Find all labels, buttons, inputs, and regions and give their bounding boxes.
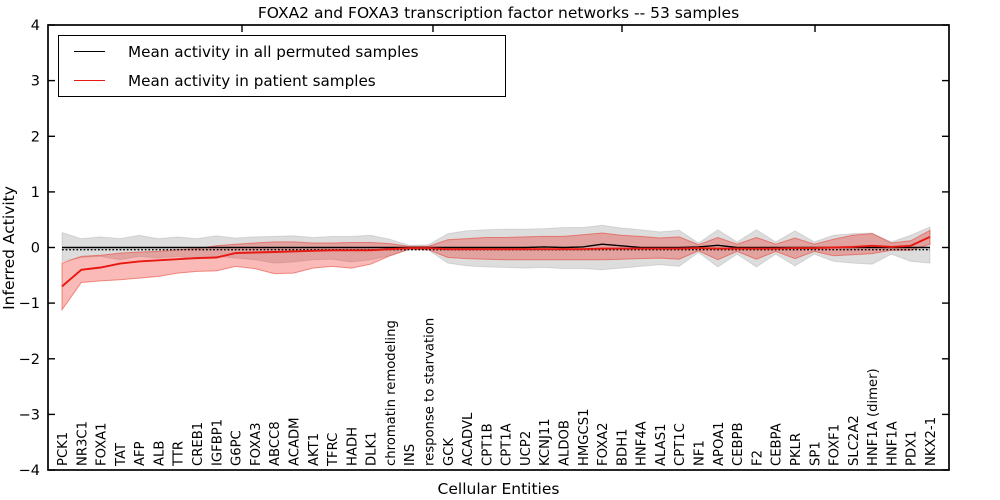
x-category-label: G6PC — [230, 430, 245, 466]
x-category-label: NF1 — [693, 440, 708, 466]
x-category-label: TAT — [114, 442, 129, 467]
chart-title: FOXA2 and FOXA3 transcription factor net… — [257, 4, 740, 22]
x-category-label: HMGCS1 — [577, 409, 592, 466]
x-category-label: CPT1C — [673, 423, 688, 466]
x-category-label: HADH — [345, 427, 360, 466]
patient-mean-line — [61, 236, 931, 288]
x-category-label: ALDOB — [558, 420, 573, 466]
x-category-label: PDX1 — [905, 430, 920, 466]
x-category-label: AKT1 — [307, 433, 322, 466]
x-category-label: CPT1A — [500, 423, 515, 466]
x-category-label: NKX2-1 — [924, 417, 939, 466]
legend-item-patient: Mean activity in patient samples — [59, 66, 505, 95]
x-category-label: GCK — [442, 438, 457, 466]
x-category-label: ALAS1 — [654, 424, 669, 466]
x-category-label: ABCC8 — [268, 421, 283, 466]
legend-label: Mean activity in patient samples — [128, 71, 376, 90]
legend-label: Mean activity in all permuted samples — [128, 42, 419, 61]
x-category-label: FOXA3 — [249, 422, 264, 466]
y-tick-label: 1 — [31, 185, 40, 201]
x-category-label: CREB1 — [191, 422, 206, 466]
x-category-label: NR3C1 — [75, 421, 90, 466]
x-axis-label: Cellular Entities — [437, 480, 560, 498]
permuted-line-sample-icon — [74, 51, 105, 52]
x-category-label: FOXF1 — [828, 424, 843, 466]
x-category-label: DLK1 — [365, 431, 380, 466]
x-category-label: TFRC — [326, 433, 341, 467]
patient-line-sample-icon — [74, 80, 105, 81]
y-tick-label: 0 — [31, 241, 40, 257]
x-category-label: TTR — [172, 441, 187, 467]
x-category-label: IGFBP1 — [210, 419, 225, 466]
y-tick-label: 4 — [31, 18, 40, 34]
y-tick-label: −4 — [19, 463, 40, 479]
y-tick-label: −3 — [19, 407, 40, 423]
y-tick-label: 2 — [31, 129, 40, 145]
x-category-label: HNF1A — [885, 421, 900, 466]
x-category-label: SLC2A2 — [847, 415, 862, 466]
x-category-label: chromatin remodeling — [384, 320, 399, 466]
x-category-label: KCNJ11 — [538, 418, 553, 466]
x-category-label: PKLR — [789, 433, 804, 466]
y-tick-label: −2 — [19, 352, 40, 368]
x-category-label: UCP2 — [519, 431, 534, 466]
x-category-label: F2 — [750, 450, 765, 466]
x-category-label: APOA1 — [712, 421, 727, 466]
legend: Mean activity in all permuted samples Me… — [58, 35, 506, 97]
x-category-label: SP1 — [808, 441, 823, 466]
x-category-label: FOXA1 — [95, 422, 110, 466]
y-axis-label: Inferred Activity — [0, 186, 18, 310]
x-category-label: CEBPB — [731, 422, 746, 466]
x-category-label: AFP — [133, 441, 148, 466]
x-category-label: FOXA2 — [596, 422, 611, 466]
y-tick-label: −1 — [19, 296, 40, 312]
x-category-label: INS — [403, 444, 418, 466]
x-category-label: ALB — [152, 441, 167, 466]
x-category-label: response to starvation — [423, 318, 438, 466]
x-category-label: PCK1 — [56, 432, 71, 466]
legend-item-permuted: Mean activity in all permuted samples — [59, 37, 505, 66]
x-category-label: CEBPA — [770, 423, 785, 466]
x-category-label: HNF1A (dimer) — [866, 368, 881, 466]
x-category-label: HNF4A — [635, 421, 650, 466]
x-category-label: CPT1B — [480, 423, 495, 466]
x-category-label: ACADVL — [461, 412, 476, 466]
x-category-label: BDH1 — [615, 428, 630, 466]
x-category-label: ACADM — [288, 417, 303, 466]
y-tick-label: 3 — [31, 74, 40, 90]
